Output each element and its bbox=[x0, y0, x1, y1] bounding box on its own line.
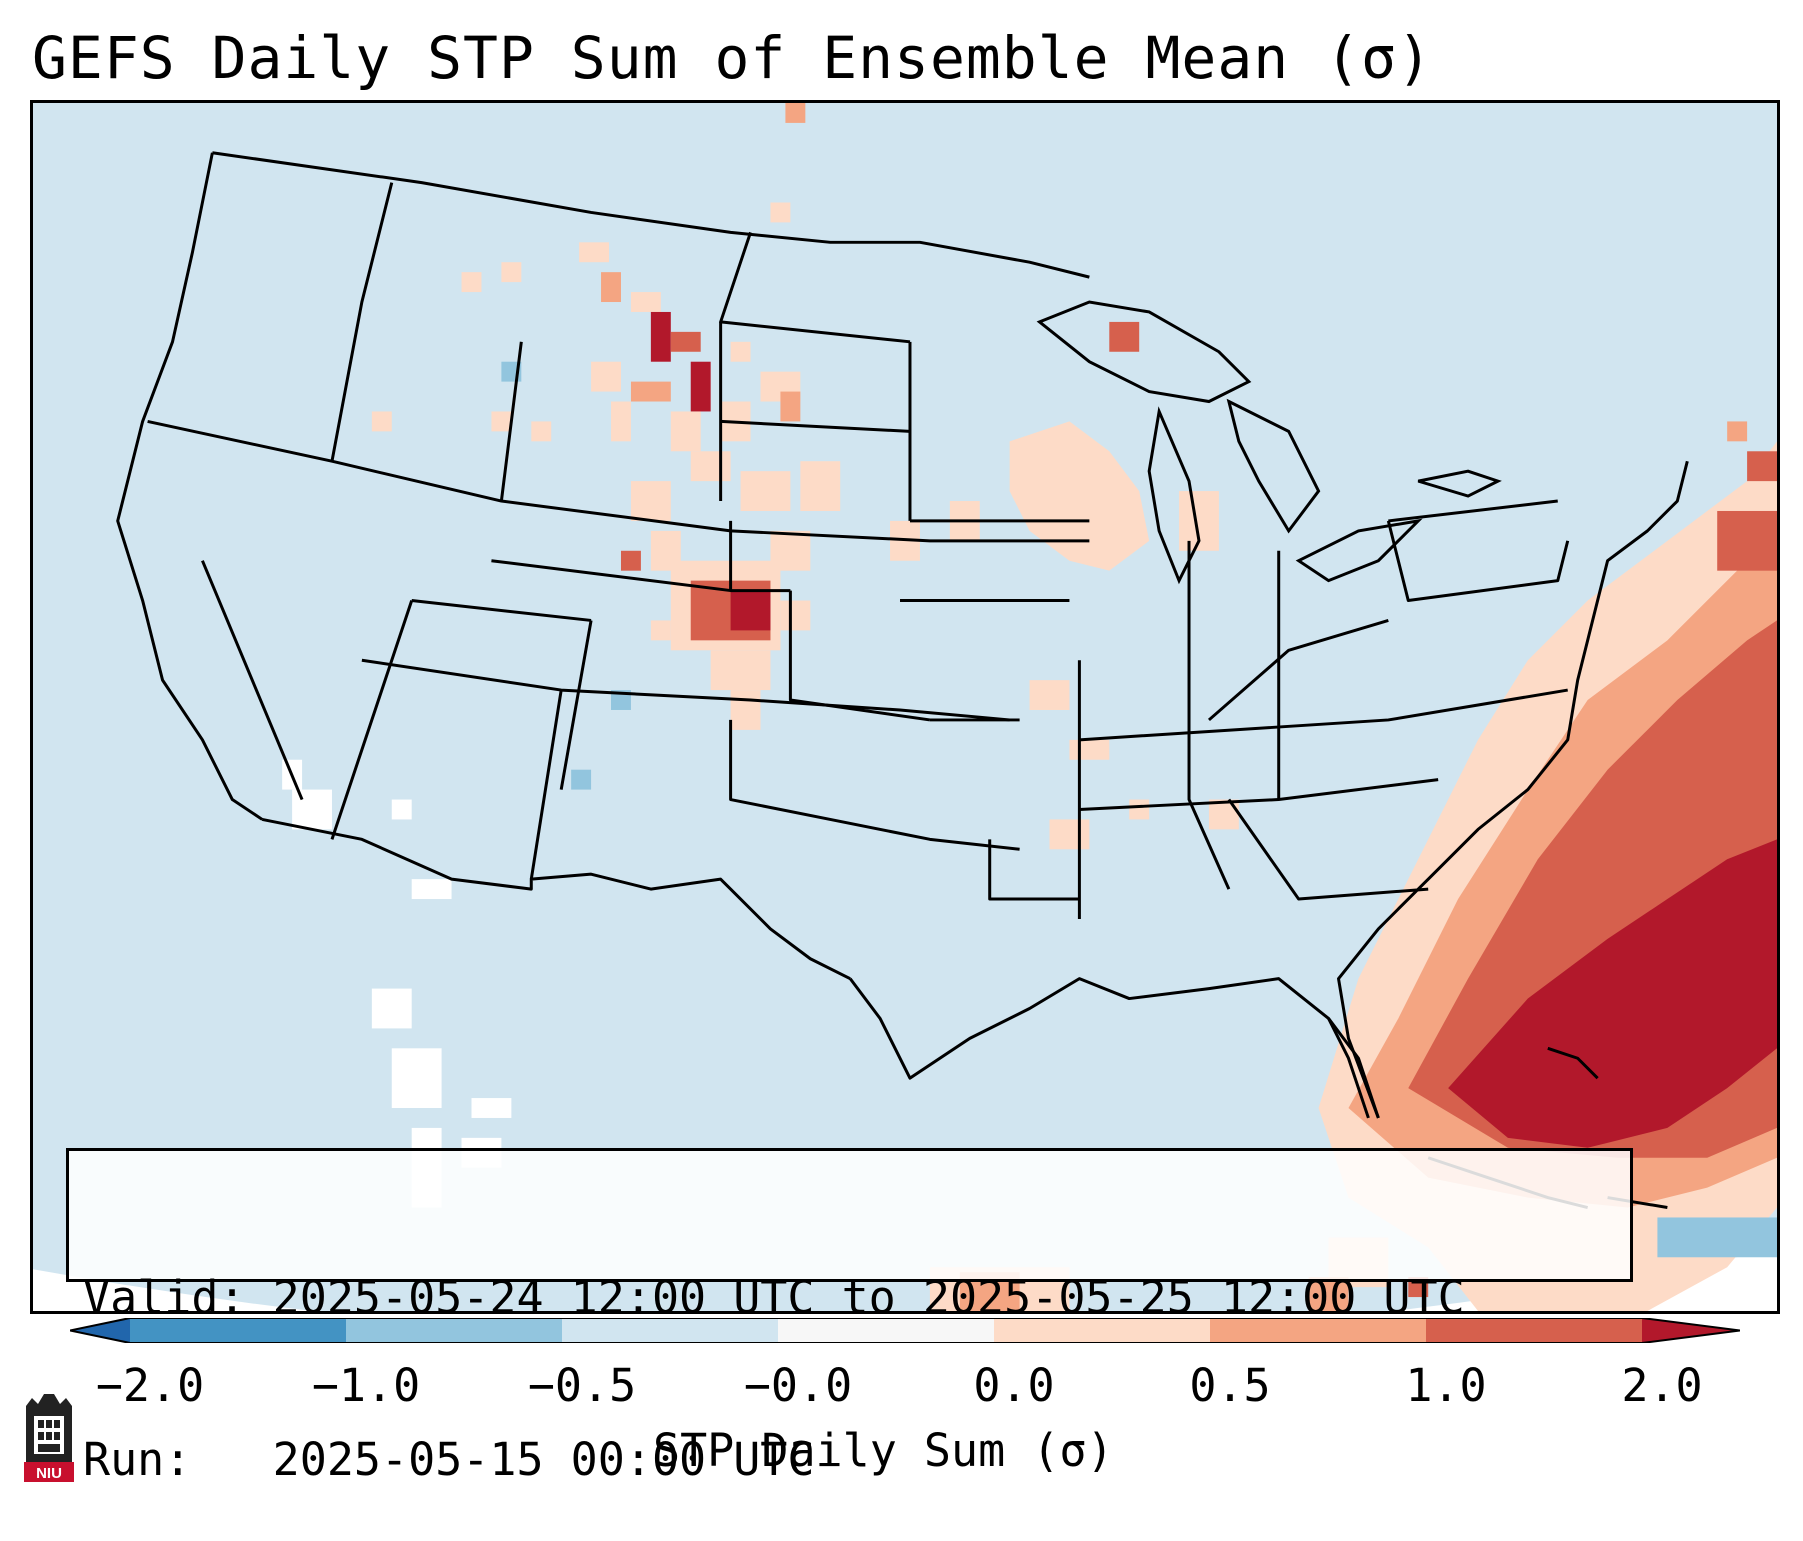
valid-line: Valid: 2025-05-24 12:00 UTC to 2025-05-2… bbox=[83, 1271, 1465, 1324]
valid-run-info-box: Valid: 2025-05-24 12:00 UTC to 2025-05-2… bbox=[66, 1148, 1633, 1486]
colorbar-svg bbox=[70, 1318, 1740, 1343]
niu-logo: NIU bbox=[20, 1392, 78, 1484]
colorbar-extend-low bbox=[70, 1318, 130, 1343]
state-borders bbox=[116, 151, 1689, 1119]
colorbar-bin bbox=[562, 1318, 778, 1343]
anomaly-atlantic bbox=[1318, 421, 1777, 1311]
colorbar-tick-label: −0.5 bbox=[527, 1359, 637, 1412]
colorbar-bin bbox=[346, 1318, 562, 1343]
logo-text: NIU bbox=[36, 1465, 62, 1482]
colorbar-label: STP Daily Sum (σ) bbox=[653, 1424, 1114, 1477]
map-panel bbox=[30, 100, 1780, 1314]
colorbar-tick-label: −2.0 bbox=[95, 1359, 205, 1412]
colorbar-tick-label: −1.0 bbox=[311, 1359, 421, 1412]
colorbar-bin bbox=[130, 1318, 346, 1343]
colorbar-bin bbox=[778, 1318, 994, 1343]
colorbar-tick-label: −0.0 bbox=[743, 1359, 853, 1412]
map-canvas bbox=[33, 103, 1777, 1311]
colorbar-extend-high bbox=[1642, 1318, 1740, 1343]
map-title: GEFS Daily STP Sum of Ensemble Mean (σ) bbox=[32, 24, 1433, 92]
colorbar-tick-label: 0.0 bbox=[973, 1359, 1055, 1412]
great-lakes bbox=[1036, 300, 1502, 585]
anomaly-great-lakes bbox=[1009, 321, 1219, 571]
colorbar-bin bbox=[1426, 1318, 1642, 1343]
colorbar-tick-label: 0.5 bbox=[1189, 1359, 1271, 1412]
run-line: Run: 2025-05-15 00:00 UTC bbox=[83, 1433, 815, 1486]
colorbar bbox=[70, 1318, 1740, 1343]
colorbar-bin bbox=[994, 1318, 1210, 1343]
colorbar-bin bbox=[1210, 1318, 1426, 1343]
colorbar-tick-label: 2.0 bbox=[1621, 1359, 1703, 1412]
colorbar-tick-label: 1.0 bbox=[1405, 1359, 1487, 1412]
